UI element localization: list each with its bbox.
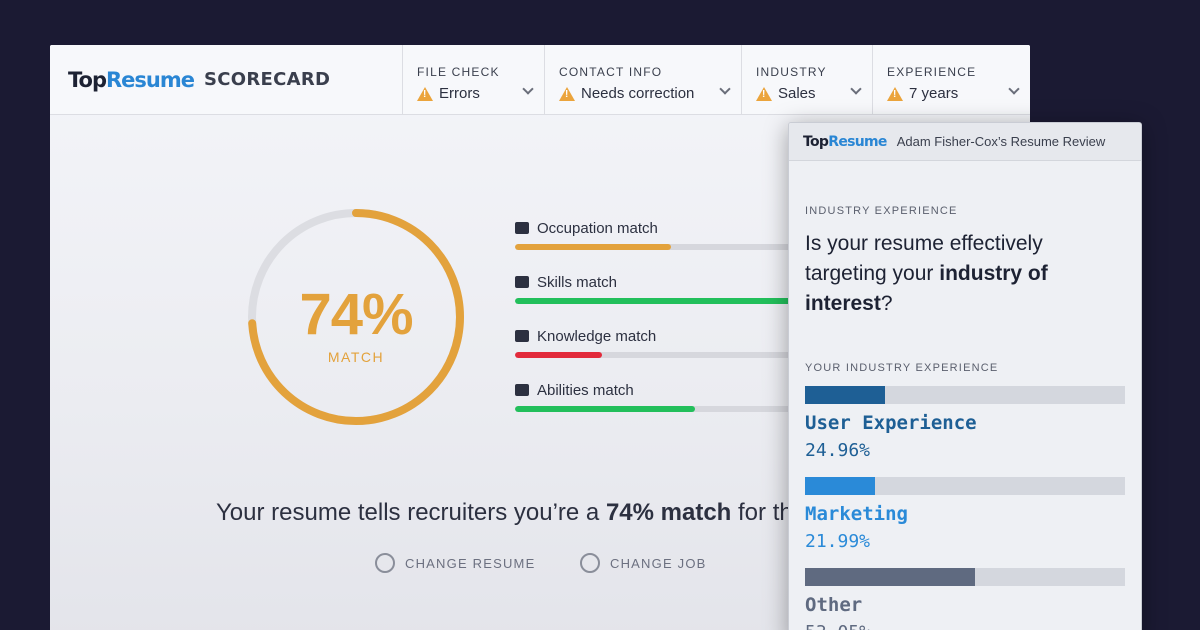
industry-value: Sales [778,85,816,102]
bar-chart-icon [515,276,529,288]
gauge-ring [248,209,464,425]
question-part-a: Is your resume effectively targeting you… [805,232,1043,285]
puzzle-icon [515,330,529,342]
industry-dropdown[interactable]: INDUSTRY Sales [741,45,872,114]
change-job-button[interactable]: CHANGE JOB [580,553,707,573]
occupation-match-fill [515,244,671,250]
abilities-match: Abilities match [515,379,815,412]
warning-icon [887,86,903,101]
panel-header: TopResume Adam Fisher-Cox’s Resume Revie… [789,123,1141,161]
industry-name: Marketing [805,503,908,525]
abilities-match-track [515,406,815,412]
skills-match-fill [515,298,791,304]
industry-item: User Experience 24.96% [805,386,1125,461]
industry-percent: 53.05% [805,622,1125,630]
contact-info-value: Needs correction [581,85,695,102]
knowledge-match: Knowledge match [515,325,815,358]
question-bold: industry of interest [805,262,1048,315]
briefcase-refresh-icon [580,553,600,573]
logo-top-text: Top [803,133,829,150]
warning-icon [417,86,433,101]
panel-title: Adam Fisher-Cox’s Resume Review [896,134,1106,149]
file-check-label: FILE CHECK [417,65,500,79]
skills-match: Skills match [515,271,815,304]
industry-item: Other 53.05% [805,568,1125,630]
file-check-value: Errors [439,85,480,102]
contact-info-label: CONTACT INFO [559,65,663,79]
occupation-match-label: Occupation match [537,219,658,237]
industry-name: User Experience [805,412,977,434]
summary-text: Your resume tells recruiters you’re a 74… [216,499,793,527]
section-label: INDUSTRY EXPERIENCE [805,205,958,217]
logo-resume-text: Resume [106,67,195,92]
industry-track [805,386,1125,404]
industry-fill [805,386,885,404]
scorecard-header: TopResume SCORECARD FILE CHECK Errors CO… [50,45,1030,115]
change-resume-label: CHANGE RESUME [405,555,536,571]
abilities-match-label: Abilities match [537,381,634,399]
skills-match-track [515,298,815,304]
industry-fill [805,568,975,586]
industry-percent: 21.99% [805,531,871,552]
occupation-match: Occupation match [515,217,815,250]
brand: TopResume SCORECARD [50,45,402,114]
occupation-match-track [515,244,815,250]
match-gauge: 74% MATCH [246,207,466,427]
summary-before: Your resume tells recruiters you’re a [216,499,606,526]
file-check-dropdown[interactable]: FILE CHECK Errors [402,45,544,114]
summary-after: for th [731,499,793,526]
abilities-match-fill [515,406,695,412]
industry-percent: 24.96% [805,440,871,461]
industry-list-label: YOUR INDUSTRY EXPERIENCE [805,362,999,374]
industry-item: Marketing 21.99% [805,477,1125,552]
resume-review-panel: TopResume Adam Fisher-Cox’s Resume Revie… [788,122,1142,630]
experience-dropdown[interactable]: EXPERIENCE 7 years [872,45,1030,114]
question-part-b: ? [880,292,893,315]
warning-icon [756,86,772,101]
gauge-arc [248,209,464,425]
logo-resume-text: Resume [828,133,887,150]
contact-info-dropdown[interactable]: CONTACT INFO Needs correction [544,45,741,114]
industry-track [805,568,1125,586]
industry-label: INDUSTRY [756,65,827,79]
change-resume-button[interactable]: CHANGE RESUME [375,553,535,573]
briefcase-icon [515,222,529,234]
summary-bold: 74% match [605,499,732,526]
logo-top-text: Top [68,67,107,92]
knowledge-match-track [515,352,815,358]
experience-value: 7 years [909,85,959,102]
knowledge-match-fill [515,352,602,358]
knowledge-match-label: Knowledge match [537,327,657,345]
skills-match-label: Skills match [537,273,618,291]
topresume-logo[interactable]: TopResume [68,67,195,92]
topresume-logo: TopResume [803,134,887,150]
document-refresh-icon [375,553,395,573]
warning-icon [559,86,575,101]
wrench-icon [515,384,529,396]
match-caption: MATCH [327,349,385,365]
change-job-label: CHANGE JOB [610,555,707,571]
experience-label: EXPERIENCE [887,65,977,79]
question-text: Is your resume effectively targeting you… [805,229,1105,319]
industry-fill [805,477,876,495]
industry-track [805,477,1125,495]
industry-name: Other [805,594,863,616]
page-title: SCORECARD [204,69,331,90]
match-percent: 74% [299,282,413,347]
